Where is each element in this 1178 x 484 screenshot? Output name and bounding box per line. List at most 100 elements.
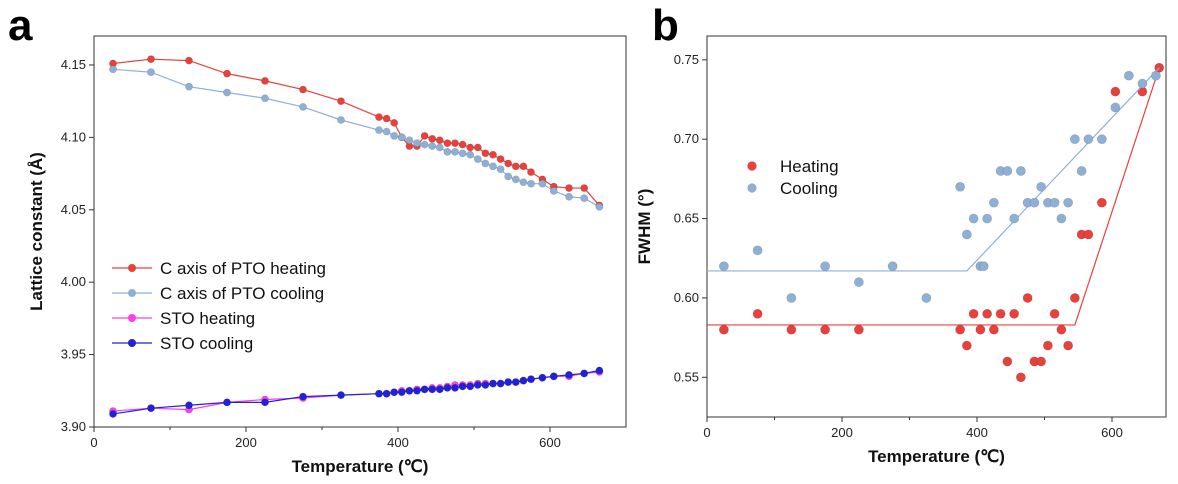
data-point (223, 398, 231, 407)
data-point (961, 229, 972, 240)
data-point (978, 261, 989, 272)
panel-letter-a: a (8, 1, 33, 50)
data-point (299, 103, 307, 111)
data-point (261, 94, 269, 103)
legend: Heating Cooling (747, 157, 839, 198)
data-point (955, 181, 966, 192)
x-tick-label: 0 (90, 435, 97, 450)
data-point (961, 340, 972, 351)
data-point (1036, 181, 1047, 192)
data-point (413, 386, 421, 395)
data-point (458, 382, 467, 391)
fit-line (707, 67, 1160, 272)
series-heating (707, 62, 1165, 383)
data-point (1049, 308, 1060, 319)
data-point (466, 143, 475, 152)
data-point (580, 369, 589, 378)
data-point (995, 308, 1006, 319)
data-point (451, 383, 459, 392)
data-point (397, 388, 406, 397)
data-point (565, 184, 573, 192)
data-point (481, 159, 490, 168)
data-point (988, 324, 999, 335)
plot-frame (93, 35, 627, 428)
legend-label: C axis of PTO cooling (160, 284, 324, 303)
legend-marker (128, 314, 136, 322)
data-point (428, 142, 437, 150)
data-point (435, 136, 444, 145)
data-point (466, 150, 475, 159)
data-point (481, 149, 490, 158)
data-point (511, 175, 520, 184)
data-point (489, 162, 497, 171)
data-point (147, 404, 155, 413)
data-point (504, 172, 513, 181)
data-point (1042, 340, 1053, 351)
data-point (496, 155, 505, 163)
data-point (786, 293, 797, 303)
data-point (473, 143, 482, 152)
data-point (511, 378, 520, 387)
data-point (1110, 86, 1121, 97)
data-point (223, 88, 231, 97)
data-point (496, 165, 505, 174)
y-tick-label: 3.90 (61, 419, 86, 434)
data-point (1015, 166, 1026, 176)
data-point (580, 194, 589, 203)
series-c-axis-of-pto-heating (109, 55, 604, 210)
y-tick-label: 4.05 (61, 202, 86, 217)
data-point (820, 261, 831, 272)
legend-label: STO cooling (160, 334, 253, 353)
fit-line (707, 67, 1160, 326)
data-point (458, 140, 467, 149)
legend-item: C axis of PTO heating (112, 259, 326, 278)
data-point (473, 155, 482, 163)
y-tick-label: 0.65 (674, 211, 699, 226)
legend-item: Cooling (747, 179, 838, 198)
data-point (1096, 134, 1107, 145)
data-point (1063, 197, 1074, 208)
data-point (1002, 166, 1013, 176)
data-point (375, 389, 383, 398)
legend-item: C axis of PTO cooling (112, 284, 324, 303)
data-point (390, 388, 399, 397)
x-tick-label: 200 (235, 435, 257, 450)
data-point (1022, 293, 1033, 303)
x-axis-title: Temperature (℃) (868, 447, 1005, 466)
data-point (921, 293, 932, 303)
x-tick-label: 600 (1101, 425, 1123, 440)
y-tick-label: 3.95 (61, 347, 86, 362)
data-point (527, 179, 535, 188)
y-tick-label: 4.10 (61, 129, 86, 144)
data-point (405, 136, 414, 145)
data-point (820, 324, 831, 335)
data-point (443, 147, 452, 156)
legend-item: Heating (747, 157, 839, 176)
data-point (1150, 70, 1161, 81)
data-point (1036, 356, 1047, 367)
data-point (147, 68, 155, 77)
data-point (1015, 372, 1026, 383)
data-point (299, 392, 307, 401)
data-point (527, 168, 535, 177)
y-tick-label: 0.70 (674, 131, 699, 146)
data-point (420, 132, 429, 140)
data-point (1029, 197, 1040, 208)
data-point (185, 82, 193, 91)
data-point (185, 401, 193, 410)
data-point (109, 65, 117, 74)
data-point (786, 324, 797, 335)
y-tick-label: 0.60 (674, 290, 699, 305)
data-point (390, 118, 399, 127)
data-point (109, 410, 117, 418)
data-point (375, 126, 383, 135)
data-point (1056, 324, 1067, 335)
data-point (466, 382, 475, 391)
legend-marker (128, 289, 136, 297)
data-point (853, 277, 864, 287)
data-point (1076, 166, 1087, 176)
panel-letter-b: b (652, 1, 679, 50)
y-axis-title: Lattice constant (Å) (27, 152, 46, 311)
data-point (504, 378, 513, 387)
data-point (405, 386, 414, 395)
